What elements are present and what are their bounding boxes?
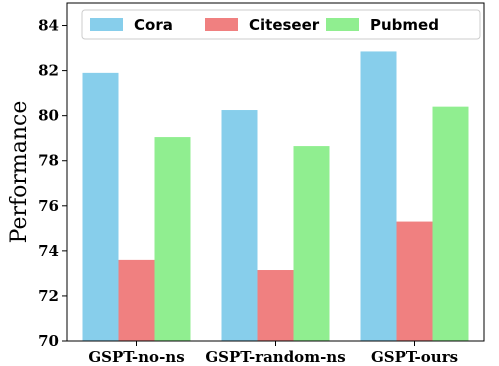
- y-axis: 70 72 74 76 78 80 82 84: [38, 17, 67, 350]
- legend-swatch-pubmed: [326, 18, 359, 31]
- y-tick-label: 72: [38, 287, 59, 305]
- x-category-label: GSPT-no-ns: [88, 348, 184, 366]
- bar-cora-gspt-ours: [360, 51, 397, 342]
- y-tick-label: 82: [38, 62, 59, 80]
- bar-pubmed-gspt-random-ns: [293, 146, 330, 341]
- y-tick-label: 70: [38, 332, 59, 350]
- y-tick-label: 80: [38, 107, 59, 125]
- legend-swatch-cora: [90, 18, 123, 31]
- y-tick-label: 84: [38, 17, 59, 35]
- y-tick-label: 76: [38, 197, 59, 215]
- x-axis: GSPT-no-ns GSPT-random-ns GSPT-ours: [88, 341, 458, 366]
- bar-pubmed-gspt-ours: [432, 106, 469, 341]
- bar-citeseer-gspt-random-ns: [257, 270, 294, 341]
- legend-label-pubmed: Pubmed: [370, 16, 439, 34]
- bar-pubmed-gspt-no-ns: [154, 137, 191, 341]
- legend-label-citeseer: Citeseer: [249, 16, 320, 34]
- bar-cora-gspt-random-ns: [221, 110, 258, 342]
- x-category-label: GSPT-ours: [371, 348, 458, 366]
- legend-label-cora: Cora: [134, 16, 173, 34]
- bar-citeseer-gspt-ours: [396, 221, 433, 341]
- bar-cora-gspt-no-ns: [82, 72, 119, 341]
- legend-swatch-citeseer: [205, 18, 238, 31]
- bars-layer: [82, 51, 469, 342]
- y-axis-title: Performance: [7, 101, 32, 244]
- x-category-label: GSPT-random-ns: [205, 348, 345, 366]
- legend-frame: [81, 9, 481, 40]
- y-tick-label: 74: [38, 242, 59, 260]
- legend: Cora Citeseer Pubmed: [81, 9, 481, 40]
- bar-citeseer-gspt-no-ns: [118, 259, 155, 341]
- y-tick-label: 78: [38, 152, 59, 170]
